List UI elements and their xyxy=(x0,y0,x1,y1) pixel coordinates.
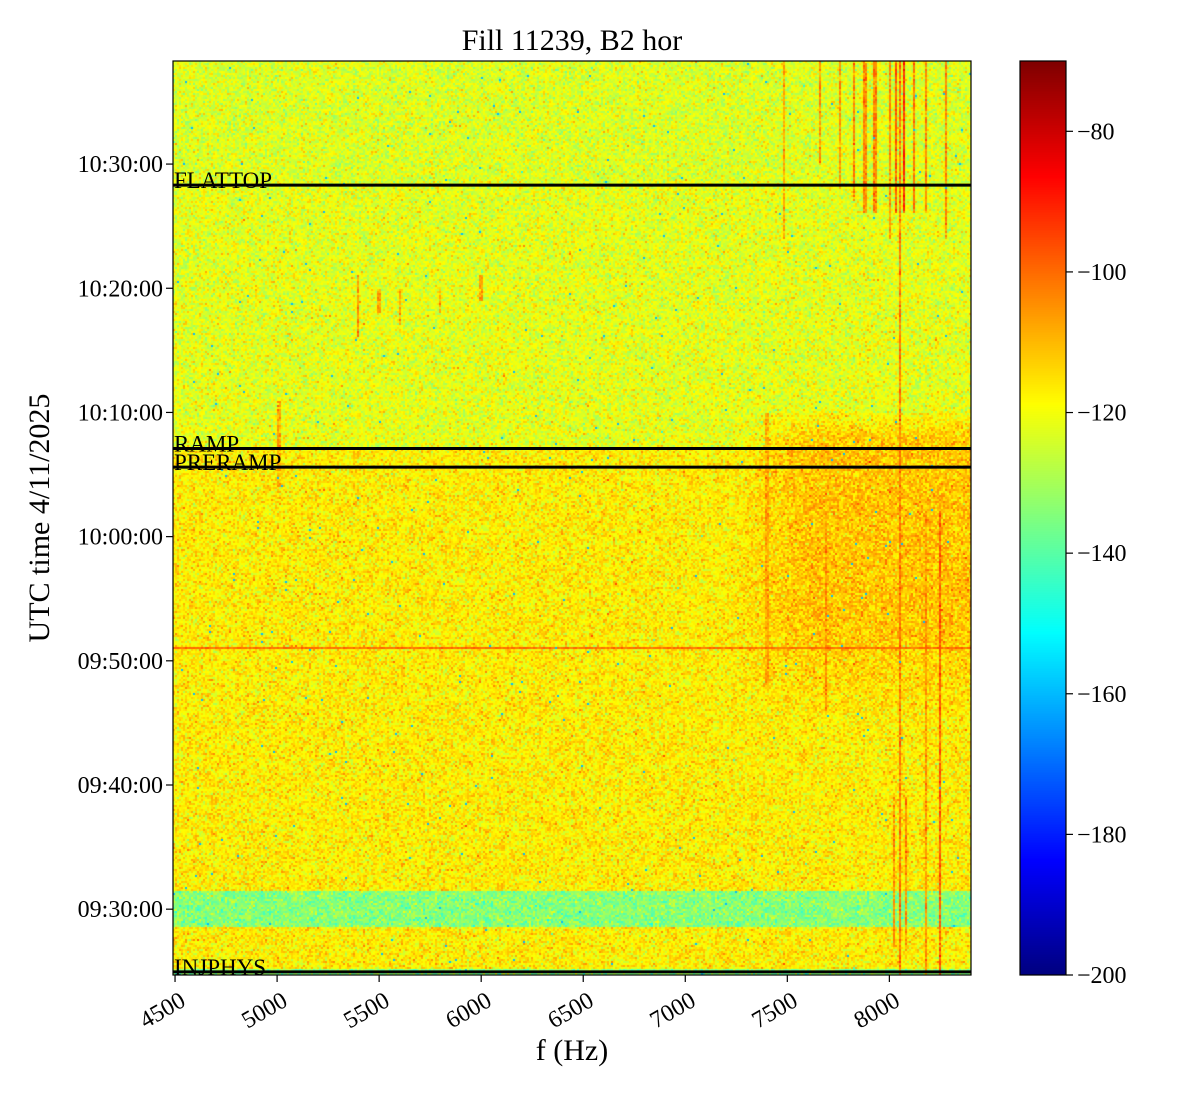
y-tick-label: 09:30:00 xyxy=(78,897,163,923)
colorbar-frame xyxy=(1019,60,1067,976)
x-tick-label: 5000 xyxy=(238,988,293,1035)
colorbar-tick-label: −100 xyxy=(1077,260,1127,286)
x-tick-label: 4500 xyxy=(135,988,190,1035)
plot-frame xyxy=(172,60,972,976)
y-tick-label: 10:00:00 xyxy=(78,525,163,551)
y-tick-label: 10:10:00 xyxy=(78,400,163,426)
y-tick-label: 10:30:00 xyxy=(78,152,163,178)
colorbar-tick-label: −160 xyxy=(1077,682,1127,708)
colorbar-tick-label: −80 xyxy=(1077,119,1115,145)
colorbar-tick-label: −140 xyxy=(1077,541,1127,567)
event-label-injphys: INJPHYS xyxy=(174,955,266,980)
y-axis-label: UTC time 4/11/2025 xyxy=(23,393,56,643)
spectrogram-heatmap xyxy=(173,61,971,975)
event-label-flattop: FLATTOP xyxy=(174,168,272,193)
y-tick-label: 09:50:00 xyxy=(78,649,163,675)
event-label-preramp: PRERAMP xyxy=(174,450,281,475)
x-tick-label: 6500 xyxy=(544,988,599,1035)
x-tick-label: 8000 xyxy=(850,988,905,1035)
colorbar-tick-label: −200 xyxy=(1077,963,1127,989)
y-tick-label: 09:40:00 xyxy=(78,773,163,799)
x-axis-label: f (Hz) xyxy=(535,1034,609,1067)
event-label-ramp: RAMP xyxy=(174,431,239,456)
x-tick-label: 5500 xyxy=(340,988,395,1035)
x-tick-label: 6000 xyxy=(442,988,497,1035)
y-tick-label: 10:20:00 xyxy=(78,276,163,302)
x-tick-label: 7000 xyxy=(646,988,701,1035)
x-tick-label: 7500 xyxy=(748,988,803,1035)
colorbar xyxy=(1020,61,1066,975)
chart-title: Fill 11239, B2 hor xyxy=(461,24,683,57)
colorbar-tick-label: −180 xyxy=(1077,822,1127,848)
colorbar-tick-label: −120 xyxy=(1077,401,1127,427)
